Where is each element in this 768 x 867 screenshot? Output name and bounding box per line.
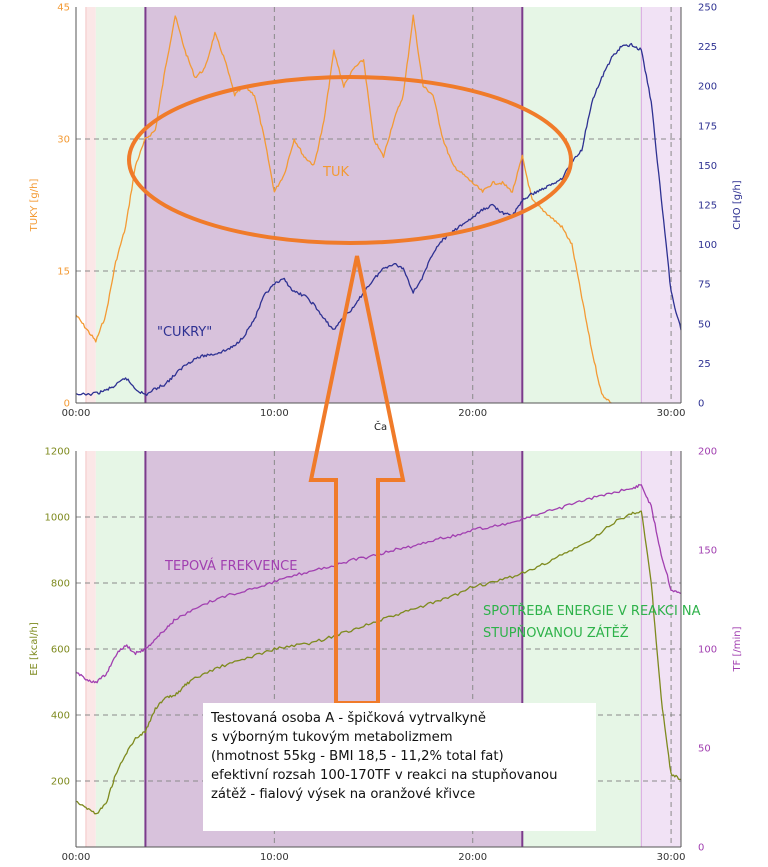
y-tick-left: 200 bbox=[51, 777, 70, 788]
y-tick-right: 50 bbox=[698, 744, 711, 755]
x-tick: 30:00 bbox=[657, 852, 686, 863]
y-tick-right: 75 bbox=[698, 280, 711, 291]
test-subject-note: Testovaná osoba A - špičková vytrvalkyně… bbox=[203, 703, 596, 831]
series-line-right bbox=[75, 42, 682, 397]
y-tick-right: 150 bbox=[698, 161, 717, 172]
y-tick-left: 1000 bbox=[45, 513, 70, 524]
x-axis-title: Ča bbox=[374, 420, 387, 433]
y-tick-left: 800 bbox=[51, 579, 70, 590]
zone-green bbox=[95, 7, 146, 403]
note-line-2: s výborným tukovým metabolizmem bbox=[211, 730, 453, 745]
y-tick-right: 0 bbox=[698, 843, 704, 854]
note-line-3: (hmotnost 55kg - BMI 18,5 - 11,2% total … bbox=[211, 749, 504, 764]
y-tick-right: 0 bbox=[698, 399, 704, 410]
y-tick-left: 15 bbox=[57, 267, 70, 278]
label-ee-line2: STUPŇOVANOU ZÁTĚŽ bbox=[483, 625, 629, 641]
y-axis-title-right: CHO [g/h] bbox=[732, 180, 743, 230]
y-tick-right: 100 bbox=[698, 240, 717, 251]
y-tick-right: 200 bbox=[698, 447, 717, 458]
x-tick: 10:00 bbox=[260, 408, 289, 419]
zone-pink bbox=[85, 7, 96, 403]
y-tick-left: 0 bbox=[64, 399, 70, 410]
y-tick-left: 600 bbox=[51, 645, 70, 656]
y-tick-right: 100 bbox=[698, 645, 717, 656]
label-fat: TUK bbox=[322, 165, 349, 180]
y-axis-title-left: TUKY [g/h] bbox=[29, 179, 40, 233]
note-line-1: Testovaná osoba A - špičková vytrvalkyně bbox=[211, 711, 487, 726]
y-tick-right: 125 bbox=[698, 201, 717, 212]
series-line-right bbox=[75, 483, 682, 684]
x-tick: 20:00 bbox=[458, 852, 487, 863]
y-tick-right: 150 bbox=[698, 546, 717, 557]
y-tick-left: 45 bbox=[57, 3, 70, 14]
y-tick-right: 50 bbox=[698, 319, 711, 330]
label-ee-line1: SPOTŘEBA ENERGIE V REAKCI NA bbox=[483, 603, 701, 619]
y-axis-title-right: TF [/min] bbox=[732, 626, 743, 672]
y-tick-left: 1200 bbox=[45, 447, 70, 458]
x-tick: 00:00 bbox=[62, 852, 91, 863]
label-cho: "CUKRY" bbox=[157, 325, 212, 340]
y-tick-right: 25 bbox=[698, 359, 711, 370]
zone-pink bbox=[85, 451, 96, 847]
y-tick-right: 175 bbox=[698, 121, 717, 132]
x-tick: 00:00 bbox=[62, 408, 91, 419]
y-tick-right: 250 bbox=[698, 3, 717, 14]
highlight-ellipse bbox=[127, 75, 573, 245]
x-tick: 10:00 bbox=[260, 852, 289, 863]
zone-purple bbox=[145, 7, 523, 403]
zone-lilac bbox=[641, 7, 681, 403]
x-tick: 20:00 bbox=[458, 408, 487, 419]
label-tf: TEPOVÁ FREKVENCE bbox=[164, 558, 297, 574]
y-tick-right: 200 bbox=[698, 82, 717, 93]
note-line-5: zátěž - fialový výsek na oranžové křivce bbox=[211, 787, 476, 802]
series-line-left bbox=[76, 510, 681, 815]
x-tick: 30:00 bbox=[657, 408, 686, 419]
y-tick-left: 30 bbox=[57, 135, 70, 146]
y-axis-title-left: EE [kcal/h] bbox=[29, 622, 40, 676]
note-line-4: efektivní rozsah 100-170TF v reakci na s… bbox=[211, 768, 558, 783]
y-tick-right: 225 bbox=[698, 42, 717, 53]
zone-green bbox=[522, 7, 642, 403]
series-line-left bbox=[75, 14, 612, 404]
y-tick-left: 400 bbox=[51, 711, 70, 722]
